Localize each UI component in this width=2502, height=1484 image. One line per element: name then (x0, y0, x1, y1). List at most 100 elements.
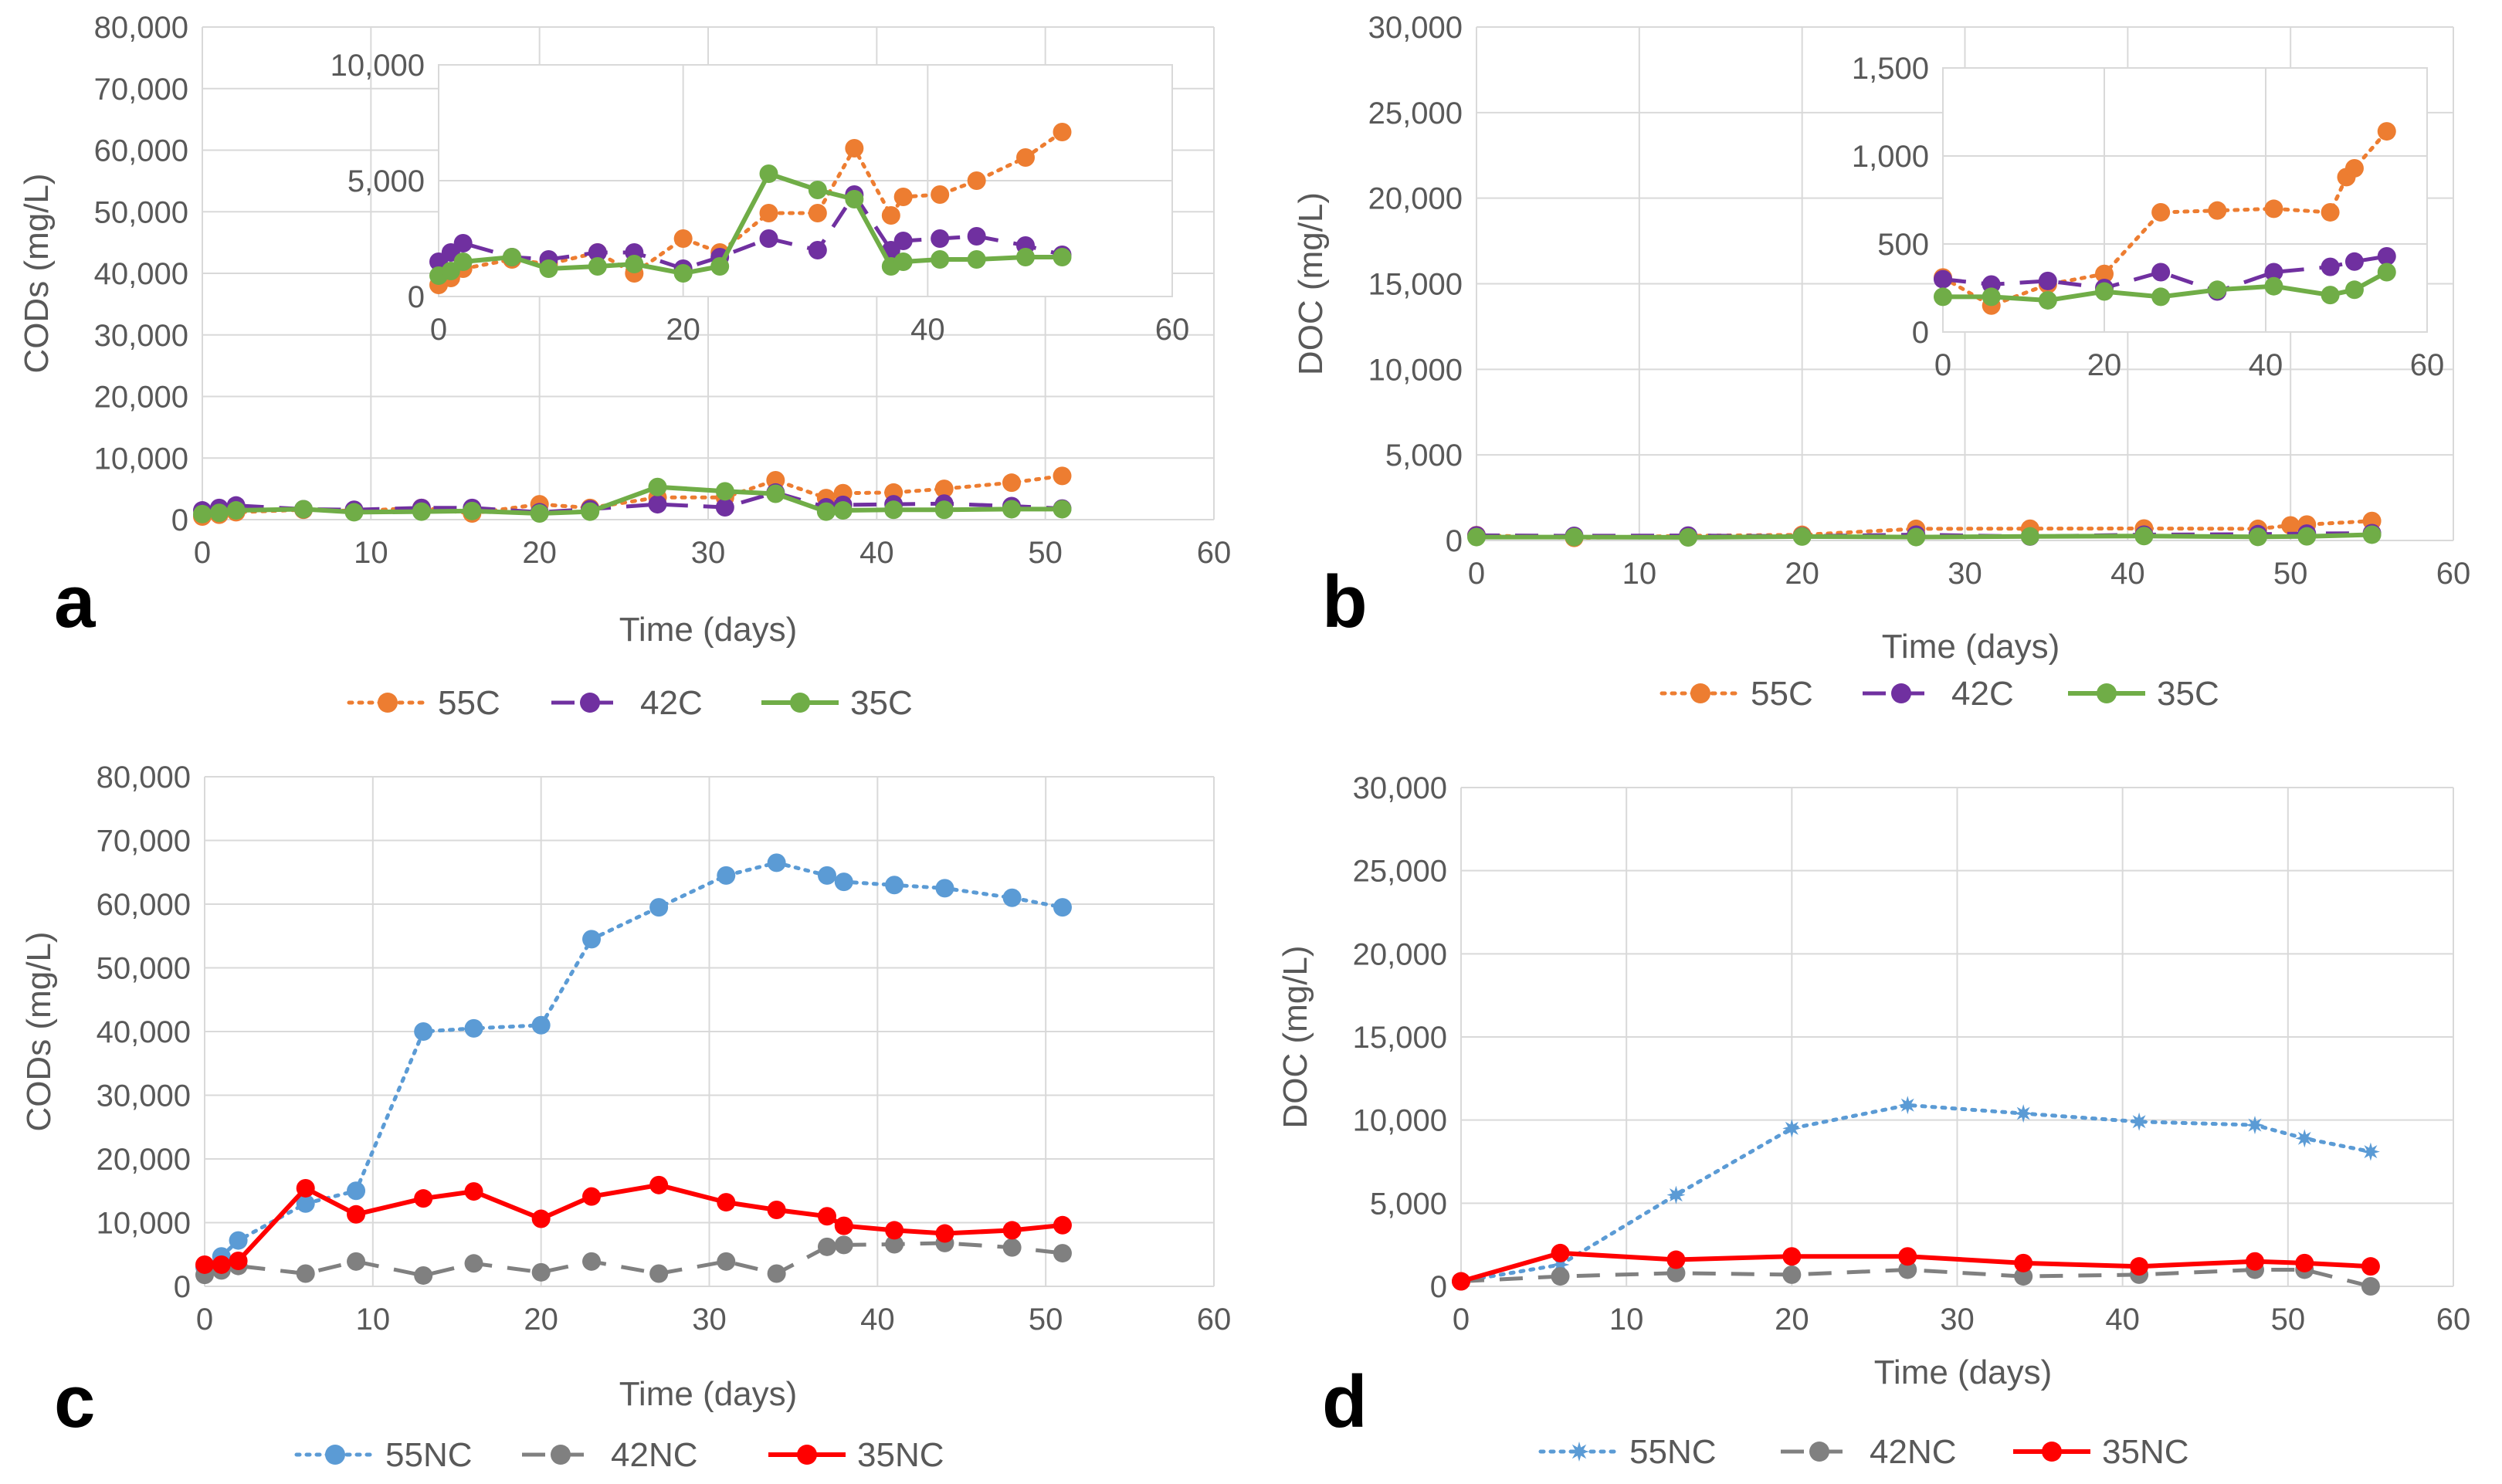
data-point-55NC (1782, 1119, 1802, 1138)
y-tick-label: 50,000 (94, 195, 188, 229)
data-point-55NC (1053, 898, 1072, 917)
x-tick-label: 0 (1468, 557, 1485, 591)
data-point-42NC (2014, 1267, 2033, 1286)
data-point-35C (710, 257, 730, 276)
legend-label: 42C (1951, 675, 2014, 713)
legend-swatch-marker (2097, 683, 2117, 703)
x-tick-label: 10 (356, 1303, 391, 1337)
legend-a: 55C 42C 35C (347, 684, 913, 722)
y-tick-label: 30,000 (1368, 11, 1463, 45)
x-tick-label: 60 (2410, 348, 2445, 382)
data-point-35C (884, 500, 904, 520)
data-point-35C (673, 264, 693, 283)
legend-label: 35NC (857, 1436, 944, 1474)
data-point-35NC (2246, 1252, 2264, 1271)
series-35NC (195, 1175, 1072, 1274)
y-tick-label: 15,000 (1353, 1021, 1447, 1055)
x-tick-label: 20 (522, 536, 557, 570)
data-point-35C (715, 482, 734, 501)
data-point-42NC (464, 1254, 483, 1273)
data-point-55C (1016, 148, 1035, 167)
data-point-35C (1016, 248, 1035, 266)
data-point-42C (2321, 257, 2340, 276)
series-line-42NC (204, 1241, 1063, 1278)
data-point-55NC (1002, 888, 1022, 907)
data-point-42NC (296, 1264, 315, 1283)
data-point-55C (967, 171, 986, 190)
data-point-55NC (717, 866, 736, 885)
data-point-42C (2264, 263, 2283, 282)
legend-label: 42NC (1870, 1433, 1957, 1471)
legend-item-42C: 42C (551, 684, 703, 722)
x-tick-label: 40 (2105, 1303, 2140, 1337)
data-point-35NC (347, 1204, 366, 1224)
data-point-55NC (649, 898, 669, 917)
data-point-35NC (2295, 1253, 2314, 1272)
legend-swatch-marker (1569, 1442, 1589, 1462)
data-point-35C (1053, 248, 1072, 266)
data-point-35C (344, 503, 364, 522)
y-tick-label: 0 (171, 503, 188, 537)
data-point-35NC (717, 1193, 736, 1212)
data-point-35C (453, 252, 473, 271)
panel-letter: b (1322, 561, 1368, 643)
axes-b: 0 5,000 10,000 15,000 20,000 25,000 30,000 0 10 2… (1292, 11, 2470, 666)
data-point-35C (766, 484, 785, 503)
x-tick-label: 60 (1197, 536, 1232, 570)
legend-item-55C: 55C (1660, 675, 1813, 713)
data-point-35C (1565, 527, 1584, 547)
data-point-55NC (834, 872, 853, 892)
y-tick-label: 10,000 (94, 442, 188, 476)
x-tick-label: 30 (692, 1303, 727, 1337)
data-point-55C (673, 229, 693, 248)
data-point-55C (2264, 199, 2283, 219)
legend-swatch-marker (797, 1445, 817, 1465)
data-point-35C (2344, 280, 2364, 300)
data-point-35C (893, 252, 913, 271)
x-tick-label: 30 (1940, 1303, 1975, 1337)
data-point-42NC (817, 1237, 836, 1256)
data-point-42NC (1898, 1260, 1917, 1279)
data-point-55C (2321, 202, 2340, 222)
data-point-42C (453, 234, 473, 252)
data-point-35C (833, 501, 853, 520)
x-tick-label: 0 (1453, 1303, 1470, 1337)
data-point-55C (1053, 466, 1072, 486)
data-point-35C (588, 257, 607, 276)
data-point-55C (893, 188, 913, 206)
y-tick-label: 5,000 (1385, 439, 1463, 473)
panel-letter: c (54, 1360, 95, 1443)
data-point-55C (808, 204, 827, 222)
series-55NC (195, 853, 1072, 1277)
y-tick-label: 25,000 (1368, 97, 1463, 130)
data-point-35C (2134, 527, 2154, 546)
data-point-35C (2297, 527, 2317, 546)
y-tick-label: 1,000 (1852, 140, 1929, 174)
data-point-55C (934, 479, 954, 499)
x-tick-label: 10 (354, 536, 388, 570)
data-point-42C (2038, 271, 2057, 290)
data-point-55NC (2361, 1142, 2380, 1161)
series-line-55NC (1459, 1103, 2373, 1283)
x-tick-label: 40 (859, 536, 894, 570)
data-point-35C (1982, 287, 2001, 307)
legend-swatch-marker (580, 693, 600, 713)
data-point-55NC (2014, 1104, 2033, 1123)
y-tick-label: 40,000 (97, 1015, 191, 1049)
x-tick-label: 0 (430, 313, 447, 347)
data-point-55NC (817, 866, 836, 885)
data-point-35C (294, 500, 313, 519)
series-line-55NC (202, 860, 1065, 1269)
x-axis-title: Time (days) (619, 611, 798, 649)
data-point-42NC (1782, 1265, 1802, 1284)
data-point-55C (2095, 264, 2114, 283)
data-point-35C (759, 164, 778, 183)
y-tick-label: 5,000 (1370, 1187, 1447, 1221)
data-point-42C (2377, 246, 2396, 266)
data-point-55NC (1898, 1096, 1917, 1115)
data-point-35NC (1551, 1243, 1570, 1262)
legend-item-42NC: 42NC (1781, 1433, 1957, 1471)
data-point-55C (845, 139, 864, 158)
data-point-35NC (2361, 1257, 2380, 1276)
data-point-35NC (1782, 1247, 1802, 1266)
